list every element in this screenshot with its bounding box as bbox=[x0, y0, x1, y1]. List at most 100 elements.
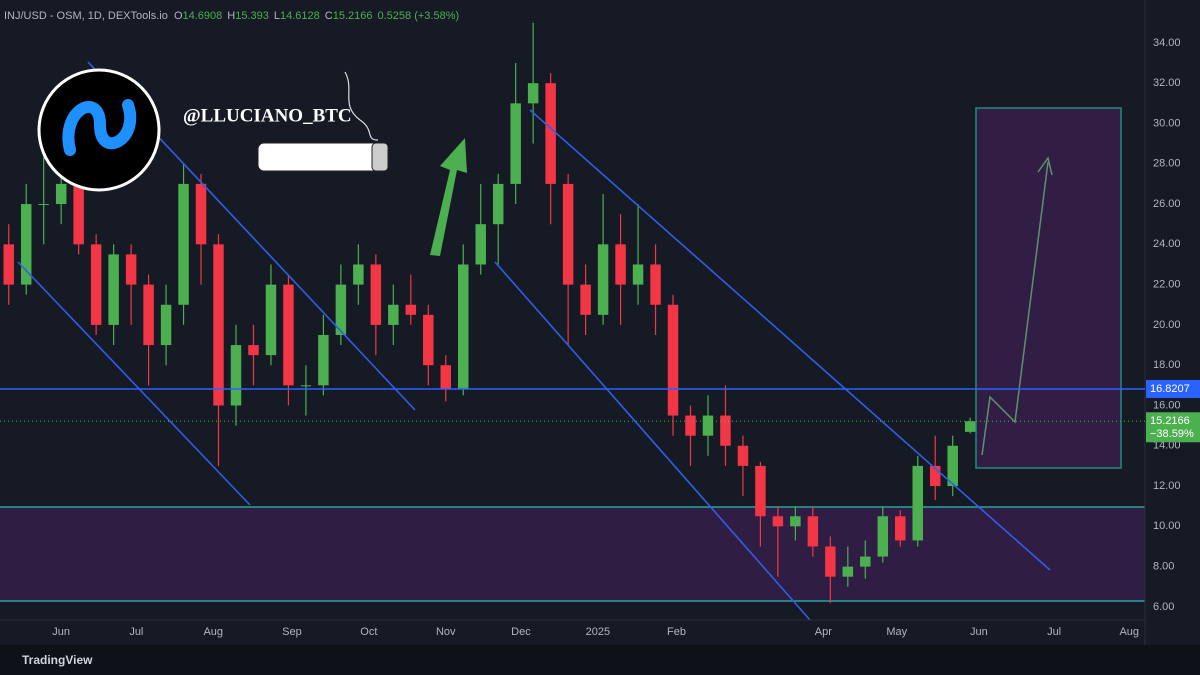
candle-body bbox=[213, 244, 224, 406]
up-arrow bbox=[430, 138, 467, 256]
footer: TradingView bbox=[0, 645, 1200, 675]
y-tick-label: 18.00 bbox=[1153, 359, 1181, 371]
candle-body bbox=[3, 244, 14, 285]
candle-body bbox=[755, 465, 766, 517]
candle-body bbox=[265, 284, 277, 356]
cigar-ash bbox=[371, 142, 389, 172]
c-value: 15.2166 bbox=[332, 10, 373, 22]
o-label: O bbox=[173, 10, 183, 22]
y-tick-label: 16.00 bbox=[1153, 399, 1181, 411]
x-tick-label: Dec bbox=[511, 626, 531, 638]
candle-body bbox=[143, 284, 154, 346]
y-tick-label: 22.00 bbox=[1153, 279, 1181, 291]
cigar bbox=[257, 142, 389, 172]
candle-body bbox=[318, 334, 329, 386]
candle-body bbox=[545, 83, 556, 184]
candle-body bbox=[510, 103, 521, 184]
candle-body bbox=[842, 566, 854, 577]
candle-body bbox=[458, 264, 469, 390]
y-tick-label: 30.00 bbox=[1153, 117, 1181, 129]
candle-body bbox=[650, 264, 661, 305]
x-tick-label: Apr bbox=[815, 626, 832, 638]
y-tick-label: 20.00 bbox=[1153, 319, 1181, 331]
candle-body bbox=[230, 345, 242, 406]
candle-body bbox=[964, 421, 976, 432]
x-tick-label: Jul bbox=[129, 626, 143, 638]
y-tick-label: 34.00 bbox=[1153, 37, 1181, 49]
x-tick-label: Aug bbox=[203, 626, 223, 638]
candle-body bbox=[440, 365, 452, 390]
y-tick-label: 8.00 bbox=[1153, 561, 1174, 573]
x-tick-label: Aug bbox=[1119, 626, 1139, 638]
candle-body bbox=[160, 304, 172, 346]
x-tick-label: Jun bbox=[970, 626, 988, 638]
watermark: @LLUCIANO_BTC bbox=[183, 105, 352, 126]
candle-body bbox=[108, 254, 119, 325]
y-tick-label: 6.00 bbox=[1153, 601, 1174, 613]
candle-body bbox=[737, 445, 749, 466]
arrow-head bbox=[1037, 156, 1053, 176]
h-value: 15.393 bbox=[235, 10, 269, 22]
candle-body bbox=[423, 314, 434, 366]
level-tag bbox=[1146, 379, 1200, 398]
candle-body bbox=[825, 546, 836, 577]
last-price-tag bbox=[1146, 412, 1200, 443]
candle-body bbox=[20, 204, 32, 285]
candle-body bbox=[597, 244, 609, 315]
logo-mark bbox=[62, 99, 137, 156]
candle-body bbox=[929, 465, 941, 487]
l-label: L bbox=[273, 10, 281, 22]
candle-body bbox=[580, 284, 591, 315]
candle-body bbox=[702, 415, 714, 436]
candle-body bbox=[632, 264, 644, 285]
candle-body bbox=[195, 183, 207, 245]
c-label: C bbox=[324, 10, 333, 22]
brand[interactable]: TradingView bbox=[22, 653, 93, 667]
candle-body bbox=[807, 516, 819, 547]
last-change-label: −38.59% bbox=[1150, 428, 1194, 440]
candle-body bbox=[38, 204, 49, 206]
candle-body bbox=[178, 183, 189, 305]
candle-body bbox=[877, 516, 889, 557]
candle-body bbox=[720, 415, 731, 446]
projection-arrow bbox=[981, 161, 1049, 456]
change: 0.5258 (+3.58%) bbox=[377, 10, 460, 22]
smoke bbox=[344, 71, 379, 141]
support-zone bbox=[0, 507, 1145, 601]
symbol: INJ/USD - OSM, 1D, DEXTools.io bbox=[4, 10, 168, 22]
candle-body bbox=[947, 445, 958, 487]
x-tick-label: Feb bbox=[667, 626, 686, 638]
candle-body bbox=[248, 345, 259, 356]
x-tick-label: Oct bbox=[360, 626, 377, 638]
candle-body bbox=[772, 516, 784, 527]
candle-body bbox=[667, 304, 679, 416]
candle-body bbox=[55, 183, 67, 205]
x-tick-label: May bbox=[886, 626, 907, 638]
y-tick-label: 26.00 bbox=[1153, 198, 1181, 210]
candle-body bbox=[300, 385, 312, 387]
y-tick-label: 28.00 bbox=[1153, 158, 1181, 170]
level-label: 16.8207 bbox=[1150, 383, 1190, 395]
candle-body bbox=[405, 304, 417, 315]
candle-body bbox=[388, 304, 399, 325]
legend-header: INJ/USD - OSM, 1D, DEXTools.io O14.6908 H… bbox=[4, 10, 464, 22]
x-tick-label: Jun bbox=[52, 626, 70, 638]
candle-body bbox=[685, 415, 696, 436]
candle-body bbox=[790, 516, 801, 527]
candle-body bbox=[912, 465, 923, 541]
candle-body bbox=[125, 254, 137, 285]
candle-body bbox=[73, 183, 84, 245]
candle-body bbox=[527, 83, 539, 104]
x-tick-label: Jul bbox=[1047, 626, 1061, 638]
x-tick-label: Nov bbox=[436, 626, 456, 638]
x-tick-label: 2025 bbox=[586, 626, 610, 638]
x-tick-label: Sep bbox=[282, 626, 302, 638]
candle-body bbox=[475, 224, 486, 265]
y-tick-label: 32.00 bbox=[1153, 77, 1181, 89]
candle-body bbox=[860, 556, 871, 567]
candle-body bbox=[353, 264, 364, 285]
candle-body bbox=[562, 183, 574, 285]
y-tick-label: 24.00 bbox=[1153, 238, 1181, 250]
y-tick-label: 10.00 bbox=[1153, 520, 1181, 532]
